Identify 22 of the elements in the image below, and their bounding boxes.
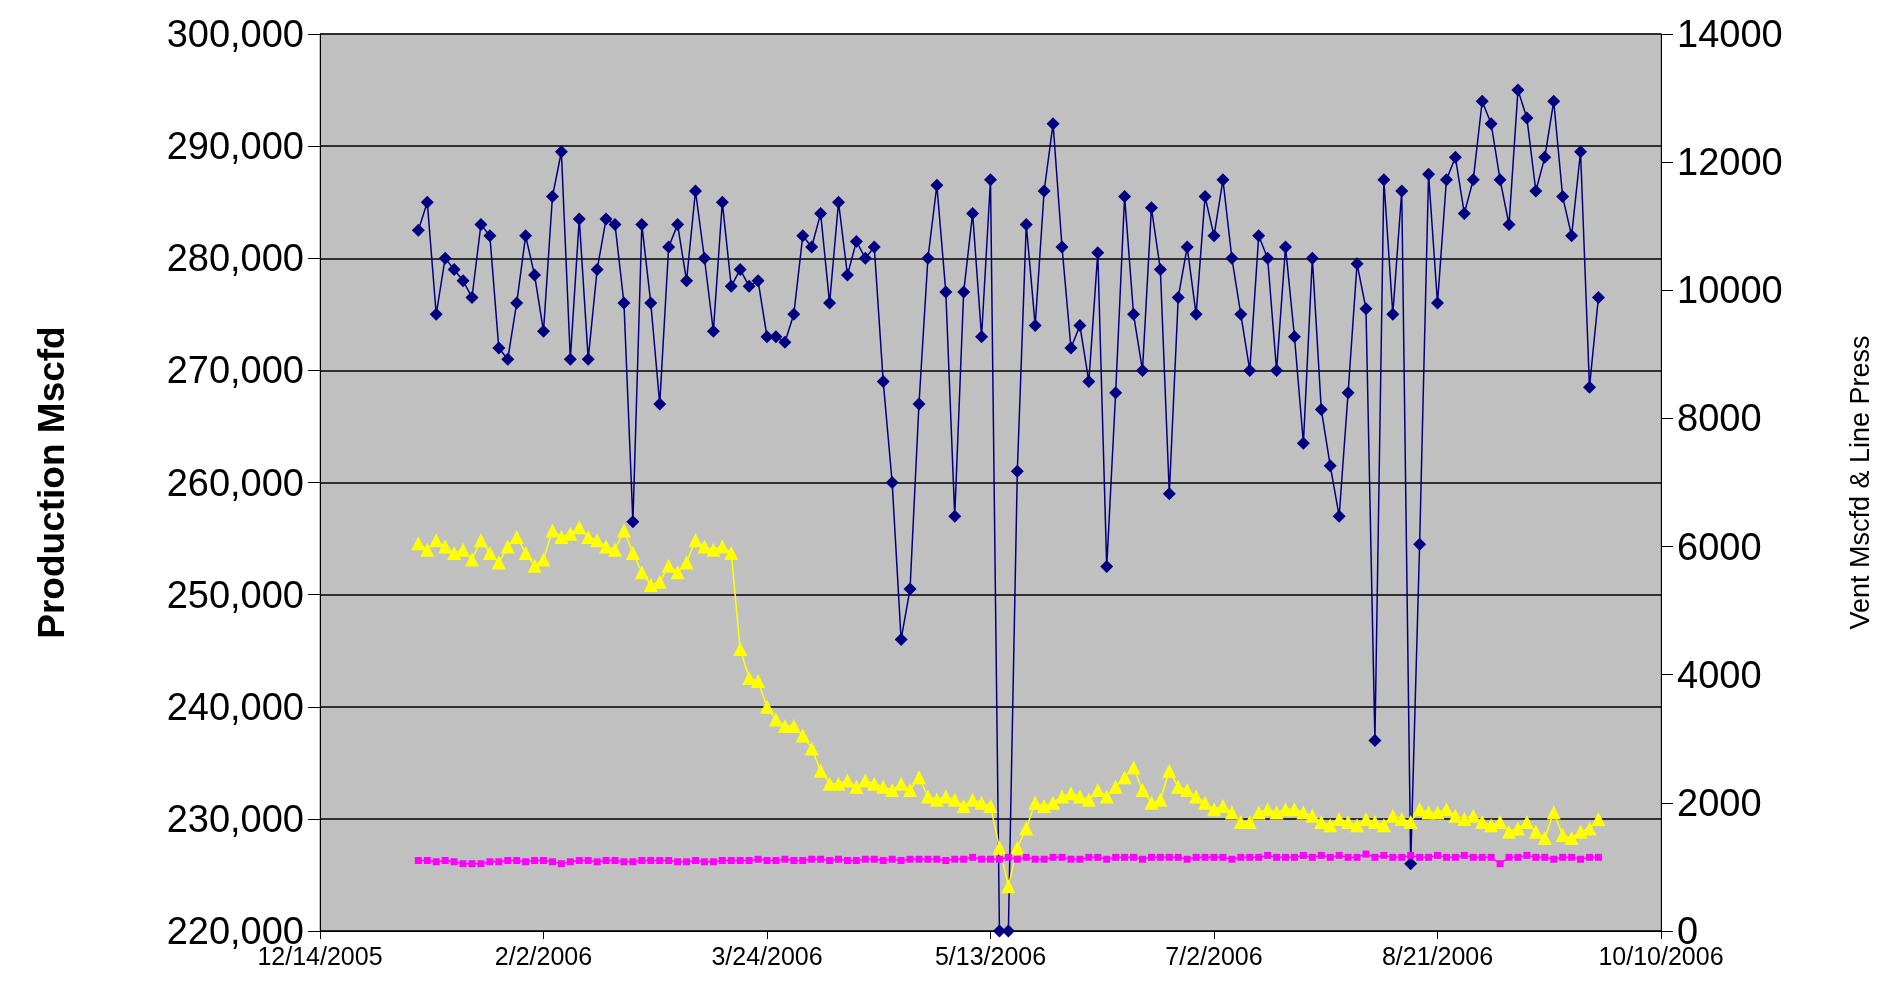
y2-tick-label: 2000	[1677, 781, 1762, 824]
y-tick-label: 260,000	[166, 461, 304, 504]
y2-tick-label: 12000	[1677, 141, 1783, 184]
x-tick-label: 7/2/2006	[1165, 941, 1263, 970]
y2-axis-title: Vent Mscfd & Line Press	[1844, 335, 1875, 630]
y2-tick-label: 8000	[1677, 397, 1762, 440]
y-tick-label: 290,000	[166, 125, 304, 168]
x-tick-label: 8/21/2006	[1381, 941, 1494, 970]
y2-tick-label: 14000	[1677, 13, 1783, 55]
x-tick-label: 2/2/2006	[494, 941, 593, 970]
y2-tick-label: 10000	[1677, 269, 1783, 312]
x-tick-label: 5/13/2006	[934, 941, 1047, 970]
y2-tick-label: 4000	[1677, 653, 1762, 696]
y-tick-label: 300,000	[166, 13, 304, 55]
y-tick-label: 280,000	[166, 237, 304, 280]
y-tick-label: 270,000	[166, 349, 304, 392]
y-axis-title: Production Mscfd	[31, 326, 72, 639]
x-tick-label: 3/24/2006	[711, 941, 823, 970]
y-tick-label: 250,000	[166, 573, 304, 616]
y-tick-label: 240,000	[166, 685, 304, 728]
y-tick-label: 230,000	[166, 797, 304, 840]
y2-tick-label: 6000	[1677, 525, 1762, 568]
